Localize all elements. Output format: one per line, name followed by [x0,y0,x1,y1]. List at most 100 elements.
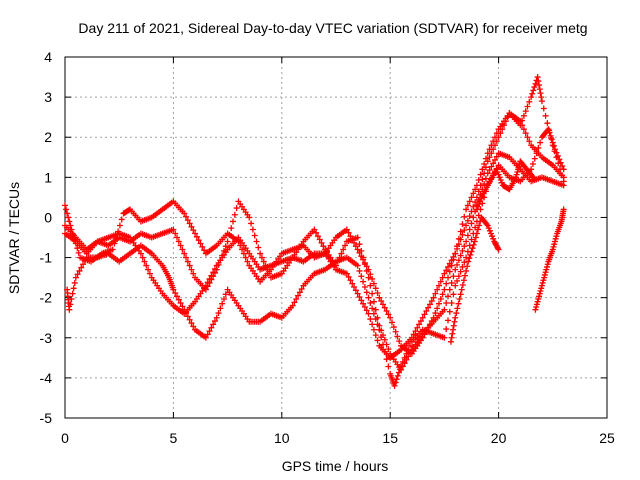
data-point [439,274,446,281]
data-point [186,220,193,227]
data-point [175,296,182,303]
data-point [231,211,238,218]
data-point [367,300,374,307]
data-series [62,74,567,389]
data-point [210,269,217,276]
x-tick-label: 15 [382,430,398,446]
data-point [351,283,358,290]
data-point [365,310,372,317]
data-point [239,246,246,253]
data-point [360,300,367,307]
data-point [544,261,551,268]
data-point [423,308,430,315]
data-point [446,260,453,267]
data-point [217,305,224,312]
data-point [482,155,489,162]
data-point [393,376,400,383]
data-point [559,162,566,169]
data-point [249,226,256,233]
data-point [219,300,226,307]
data-point [186,262,193,269]
data-point [197,240,204,247]
data-point [240,250,247,257]
data-point [295,292,302,299]
data-point [222,291,229,298]
data-point [356,241,363,248]
data-point [70,285,77,292]
data-point [494,245,501,252]
data-point [541,274,548,281]
data-point [351,239,358,246]
data-point [391,382,398,389]
data-point [365,294,372,301]
data-point [257,250,264,257]
data-point [463,238,470,245]
data-point [170,286,177,293]
data-point [458,286,465,293]
data-point [419,314,426,321]
data-point [514,168,521,175]
data-point [481,181,488,188]
data-point [468,236,475,243]
data-point [449,330,456,337]
data-point [548,136,555,143]
data-point [560,178,567,185]
data-point [445,263,452,270]
data-point [537,139,544,146]
data-point [459,221,466,228]
data-point [383,308,390,315]
plot-frame [64,56,608,419]
data-point [477,171,484,178]
data-point [468,220,475,227]
data-point [352,287,359,294]
data-point [370,280,377,287]
data-point [392,379,399,386]
y-tick-label: 1 [44,169,52,185]
data-point [208,272,215,279]
data-point [466,213,473,220]
data-point [354,234,361,241]
data-point [379,341,386,348]
data-point [479,193,486,200]
data-point [190,227,197,234]
data-point [385,346,392,353]
data-point [486,166,493,173]
data-point [553,233,560,240]
data-point [536,290,543,297]
data-point [68,226,75,233]
data-point [369,275,376,282]
data-point [62,202,68,209]
data-point [354,290,361,297]
data-point [550,243,557,250]
data-point [342,242,349,249]
data-point [482,164,489,171]
data-point [412,328,419,335]
data-point [463,206,470,213]
data-point [183,254,190,261]
data-point [192,230,199,237]
data-point [385,311,392,318]
data-point [522,130,529,137]
data-point [376,326,383,333]
data-point [472,234,479,241]
data-point [367,282,374,289]
data-point [489,233,496,240]
data-point [318,239,325,246]
data-point [365,266,372,273]
data-point [435,300,442,307]
data-point [204,279,211,286]
data-point [446,268,453,275]
chart-title: Day 211 of 2021, Sidereal Day-to-day VTE… [78,20,587,36]
data-point [464,217,471,224]
y-axis-label: SDTVAR / TECUs [6,182,22,294]
data-point [372,332,379,339]
data-point [463,222,470,229]
data-point [146,270,153,277]
data-point [533,150,540,157]
data-point [553,154,560,161]
data-point [544,120,551,127]
data-point [233,205,240,212]
data-point [531,155,538,162]
data-point [538,285,545,292]
data-point [529,160,536,167]
